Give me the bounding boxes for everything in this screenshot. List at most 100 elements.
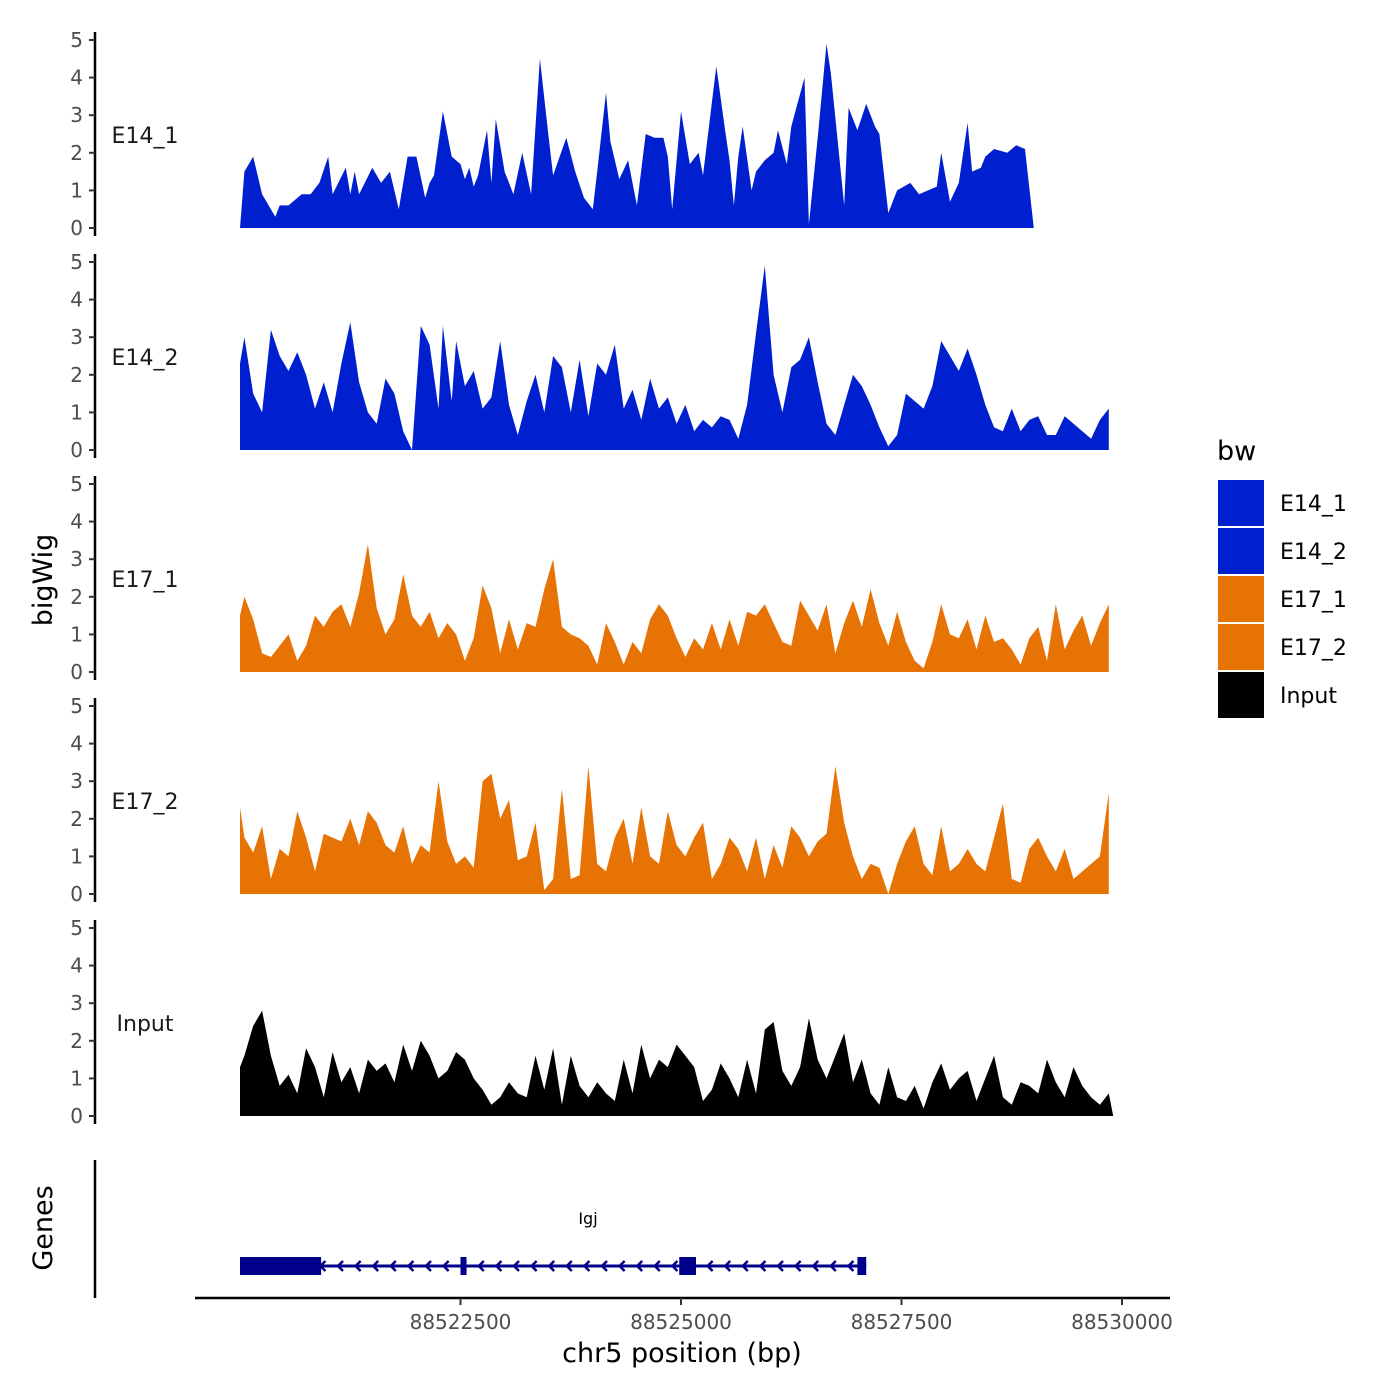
legend-label-Input: Input <box>1280 684 1337 709</box>
y-tick-label: 0 <box>70 660 83 684</box>
strand-arrow <box>494 1260 503 1272</box>
strand-arrow <box>653 1260 661 1272</box>
y-tick-label: 5 <box>70 28 83 52</box>
track-label-Input: Input <box>117 1012 174 1037</box>
strand-arrow <box>600 1260 608 1272</box>
strand-arrow <box>371 1260 380 1272</box>
y-tick-label: 2 <box>70 363 83 387</box>
strand-arrow <box>793 1260 802 1272</box>
gene-name-label: Igj <box>578 1209 597 1228</box>
y-axis-title-group: bigWig <box>28 534 59 627</box>
strand-arrow <box>353 1260 362 1272</box>
track-label-E14_2: E14_2 <box>112 346 179 371</box>
strand-arrow <box>512 1260 520 1272</box>
strand-arrow <box>635 1260 644 1272</box>
x-axis-title: chr5 position (bp) <box>562 1338 802 1369</box>
panel-E14_2: 0 1 2 3 4 5 E14_2 <box>70 250 1109 462</box>
x-tick-label: 88527500 <box>851 1310 953 1334</box>
y-tick-label: 1 <box>70 400 83 424</box>
strand-arrow <box>477 1260 485 1272</box>
y-tick-label: 4 <box>70 732 83 756</box>
y-tick-label: 3 <box>70 769 83 793</box>
strand-arrow <box>811 1260 820 1272</box>
genes-track: Genes Igj <box>28 1160 867 1298</box>
track-label-E17_1: E17_1 <box>112 568 179 593</box>
y-tick-label: 1 <box>70 844 83 868</box>
area-Input <box>240 1010 1114 1116</box>
y-tick-label: 1 <box>70 178 83 202</box>
strand-arrow <box>547 1260 556 1272</box>
panel-E17_1: 0 1 2 3 4 5 E17_1 <box>70 472 1109 684</box>
x-tick-label: 88530000 <box>1071 1310 1173 1334</box>
strand-arrow <box>529 1260 538 1272</box>
y-tick-label: 0 <box>70 1104 83 1128</box>
legend-key-E14_1 <box>1218 480 1264 526</box>
x-tick-label: 88522500 <box>410 1310 512 1334</box>
area-E14_2 <box>240 265 1109 450</box>
y-tick-label: 5 <box>70 916 83 940</box>
y-tick-label: 1 <box>70 622 83 646</box>
gene-exon <box>460 1257 467 1275</box>
strand-arrow <box>846 1260 855 1272</box>
y-tick-label: 5 <box>70 250 83 274</box>
x-axis: 88522500 88525000 88527500 88530000 <box>195 1296 1173 1334</box>
y-tick-label: 3 <box>70 325 83 349</box>
track-label-E17_2: E17_2 <box>112 790 179 815</box>
gene-exon <box>857 1257 867 1275</box>
legend-key-E17_2 <box>1218 624 1264 670</box>
legend-key-E17_1 <box>1218 576 1264 622</box>
strand-arrow <box>617 1260 626 1272</box>
legend-label-E14_2: E14_2 <box>1280 540 1347 565</box>
strand-arrow <box>582 1260 591 1272</box>
strand-arrow <box>441 1260 450 1272</box>
y-tick-label: 5 <box>70 472 83 496</box>
y-axis-title: bigWig <box>28 534 59 627</box>
y-tick-label: 2 <box>70 807 83 831</box>
legend-label-E17_1: E17_1 <box>1280 588 1347 613</box>
y-tick-label: 4 <box>70 954 83 978</box>
y-tick-label: 3 <box>70 547 83 571</box>
panel-E14_1: 0 1 2 3 4 5 E14_1 <box>70 28 1109 240</box>
area-E17_2 <box>240 766 1109 894</box>
y-tick-label: 3 <box>70 991 83 1015</box>
y-tick-label: 4 <box>70 288 83 312</box>
y-tick-label: 3 <box>70 103 83 127</box>
strand-arrow <box>829 1260 837 1272</box>
gene-exon <box>240 1257 322 1275</box>
genes-track-label: Genes <box>28 1185 59 1270</box>
panel-E17_2: 0 1 2 3 4 5 E17_2 <box>70 694 1109 906</box>
track-label-E14_1: E14_1 <box>112 124 179 149</box>
gene-exon <box>679 1257 696 1275</box>
legend-label-E17_2: E17_2 <box>1280 636 1347 661</box>
strand-arrow <box>336 1260 344 1272</box>
strand-arrow <box>389 1260 397 1272</box>
strand-arrow <box>776 1260 784 1272</box>
panel-Input: 0 1 2 3 4 5 Input <box>70 916 1114 1128</box>
strand-arrow <box>723 1260 732 1272</box>
strand-arrow <box>758 1260 767 1272</box>
legend-key-E14_2 <box>1218 528 1264 574</box>
strand-arrow <box>424 1260 432 1272</box>
y-tick-label: 0 <box>70 882 83 906</box>
signal-panels: 0 1 2 3 4 5 E14_1 0 1 2 3 4 5 E14_2 0 1 2 3 4 5 E17_1 0 1 2 3 4 5 E… <box>70 28 1114 1128</box>
legend: bw E14_1 E14_2 E17_1 E17_2 Input <box>1217 436 1347 718</box>
y-tick-label: 0 <box>70 216 83 240</box>
y-tick-label: 2 <box>70 585 83 609</box>
strand-arrow <box>670 1260 679 1272</box>
x-tick-label: 88525000 <box>630 1310 732 1334</box>
y-tick-label: 0 <box>70 438 83 462</box>
area-E17_1 <box>240 544 1109 672</box>
legend-key-Input <box>1218 672 1264 718</box>
legend-label-E14_1: E14_1 <box>1280 492 1347 517</box>
area-E14_1 <box>240 43 1109 228</box>
y-tick-label: 4 <box>70 510 83 534</box>
y-tick-label: 2 <box>70 1029 83 1053</box>
strand-arrow <box>565 1260 573 1272</box>
y-tick-label: 1 <box>70 1066 83 1090</box>
strand-arrow <box>741 1260 749 1272</box>
strand-arrow <box>705 1260 714 1272</box>
y-tick-label: 5 <box>70 694 83 718</box>
legend-title: bw <box>1217 436 1256 467</box>
y-tick-label: 4 <box>70 66 83 90</box>
